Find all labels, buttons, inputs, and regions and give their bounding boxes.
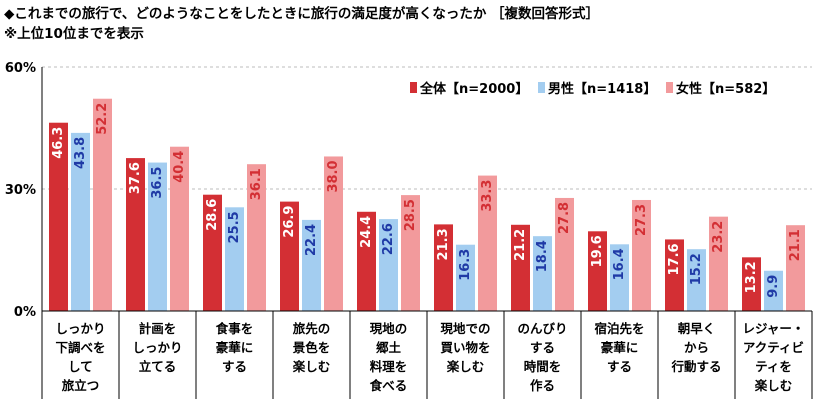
bar [478,175,497,311]
category-label: 旅先の景色を楽しむ [292,321,331,374]
legend-label: 男性【n=1418】 [548,81,656,97]
bar [456,244,475,311]
data-label: 23.2 [711,221,726,253]
data-label: 25.5 [227,211,242,243]
category-label: 食事を豪華にする [215,321,254,374]
bar [302,219,321,311]
bar [709,216,728,311]
data-label: 36.1 [249,168,264,200]
data-label: 38.0 [326,160,341,192]
y-tick-label: 0% [14,305,36,320]
bar [632,199,651,311]
bar [588,231,607,311]
data-label: 40.4 [172,151,187,183]
category-label: しっかり下調べをして旅立つ [55,321,105,393]
y-tick-label: 60% [5,61,36,76]
data-label: 52.2 [95,103,110,135]
data-label: 28.6 [205,199,220,231]
legend-label: 全体【n=2000】 [419,81,528,97]
data-label: 24.4 [359,216,374,248]
bar [511,224,530,311]
y-tick-label: 30% [5,183,36,198]
data-label: 21.3 [436,228,451,260]
bar [610,244,629,311]
bar [533,236,552,311]
bar [555,197,574,311]
category-label: 宿泊先を豪華にする [594,321,644,374]
data-label: 16.4 [612,248,627,280]
bar [665,239,684,311]
category-label: レジャー・アクティビティを楽しむ [743,321,805,393]
bar [93,98,112,311]
data-label: 26.9 [282,206,297,238]
data-label: 27.3 [634,204,649,236]
bar [742,257,761,311]
data-label: 37.6 [128,162,143,194]
bar [71,132,90,311]
bar [49,122,68,311]
bar [280,201,299,311]
data-label: 22.4 [304,224,319,256]
legend-swatch [666,82,673,93]
bar [357,211,376,311]
bar [225,207,244,311]
bar [434,224,453,311]
category-label: 朝早くから行動する [670,321,721,374]
data-label: 21.1 [788,229,803,261]
data-label: 43.8 [73,137,88,169]
bar [764,270,783,311]
bar [324,156,343,311]
bar [786,225,805,311]
data-label: 22.6 [381,223,396,255]
category-label: 計画をしっかり立てる [132,321,182,374]
data-label: 33.3 [480,180,495,212]
bar [203,194,222,311]
data-label: 15.2 [689,253,704,285]
data-label: 16.3 [458,249,473,281]
legend-swatch [538,82,545,93]
bar [687,249,706,311]
bar [148,162,167,311]
chart-title: ◆これまでの旅行で、どのようなことをしたときに旅行の満足度が高くなったか ［複数… [4,6,600,22]
data-label: 13.2 [744,261,759,293]
chart-note: ※上位10位までを表示 [4,26,144,42]
data-label: 36.5 [150,167,165,199]
data-label: 46.3 [51,127,66,159]
data-label: 17.6 [667,243,682,275]
legend-swatch [410,82,417,93]
bar [126,158,145,311]
bar [170,146,189,311]
data-label: 21.2 [513,229,528,261]
legend-label: 女性【n=582】 [676,81,775,97]
category-label: のんびりする時間を作る [517,321,567,393]
category-label: 現地での買い物を楽しむ [440,321,490,374]
data-label: 19.6 [590,235,605,267]
category-label: 現地の郷土料理を食べる [369,321,408,393]
data-label: 28.5 [403,199,418,231]
bar [379,219,398,311]
data-label: 9.9 [766,275,781,298]
data-label: 18.4 [535,240,550,272]
bar [247,164,266,311]
data-label: 27.8 [557,202,572,234]
bar [401,195,420,311]
